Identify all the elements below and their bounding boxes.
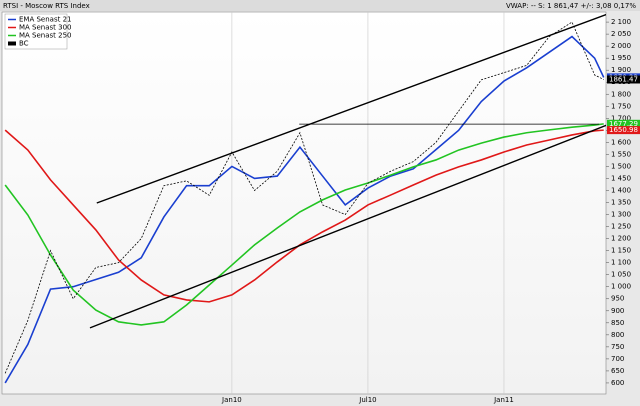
series-line (4, 123, 604, 326)
y-tick-label: 2 050 (611, 30, 631, 38)
y-tick-label: 950 (611, 295, 624, 303)
y-tick-label: 1 550 (611, 150, 631, 158)
series-line (4, 35, 605, 384)
y-tick-label: 1 450 (611, 174, 631, 182)
trendline (89, 124, 606, 329)
y-tick-label: 700 (611, 355, 624, 363)
value-tag-label: 1861.47 (609, 75, 638, 83)
y-tick-label: 1 000 (611, 283, 631, 291)
plot-area (1, 11, 607, 395)
chart-status: VWAP: -- S: 1 861,47 +/-: 3,08 0,17% (506, 2, 636, 10)
y-tick-label: 1 800 (611, 90, 631, 98)
y-tick-label: 1 350 (611, 199, 631, 207)
x-tick-label: Jan11 (493, 396, 514, 404)
value-tag-label: 1677.29 (609, 120, 638, 128)
y-tick-label: 1 250 (611, 223, 631, 231)
series-line (4, 21, 604, 374)
legend-label: EMA Senast 21 (19, 16, 71, 24)
y-tick-label: 1 600 (611, 138, 631, 146)
y-tick-label: 1 150 (611, 247, 631, 255)
y-tick-label: 1 900 (611, 66, 631, 74)
y-tick-label: 1 200 (611, 235, 631, 243)
x-tick-label: Jan10 (221, 396, 242, 404)
legend-label: BC (19, 40, 29, 48)
y-tick-label: 650 (611, 367, 624, 375)
y-tick-label: 1 500 (611, 162, 631, 170)
value-tag (607, 75, 640, 84)
y-tick-label: 1 400 (611, 186, 631, 194)
chart-title: RTSI - Moscow RTS Index (3, 2, 90, 10)
y-tick-label: 1 050 (611, 271, 631, 279)
header-bar (0, 0, 640, 11)
legend-label: MA Senast 250 (19, 32, 72, 40)
series-line (4, 129, 604, 303)
y-tick-label: 1 950 (611, 54, 631, 62)
y-tick-label: 1 700 (611, 114, 631, 122)
value-tag (607, 119, 640, 128)
y-tick-label: 2 000 (611, 42, 631, 50)
y-tick-label: 2 100 (611, 18, 631, 26)
y-tick-label: 900 (611, 307, 624, 315)
y-tick-label: 1 750 (611, 102, 631, 110)
legend-label: MA Senast 300 (19, 24, 72, 32)
value-tag-label: 1650.98 (609, 126, 638, 134)
y-tick-label: 800 (611, 331, 624, 339)
y-tick-label: 850 (611, 319, 624, 327)
legend-swatch (8, 41, 16, 46)
y-tick-label: 1 100 (611, 259, 631, 267)
x-tick-label: Jul10 (358, 396, 376, 404)
y-tick-label: 600 (611, 379, 624, 387)
y-tick-label: 750 (611, 343, 624, 351)
value-tag (607, 126, 640, 135)
y-tick-label: 1 300 (611, 211, 631, 219)
trendline (96, 13, 606, 204)
